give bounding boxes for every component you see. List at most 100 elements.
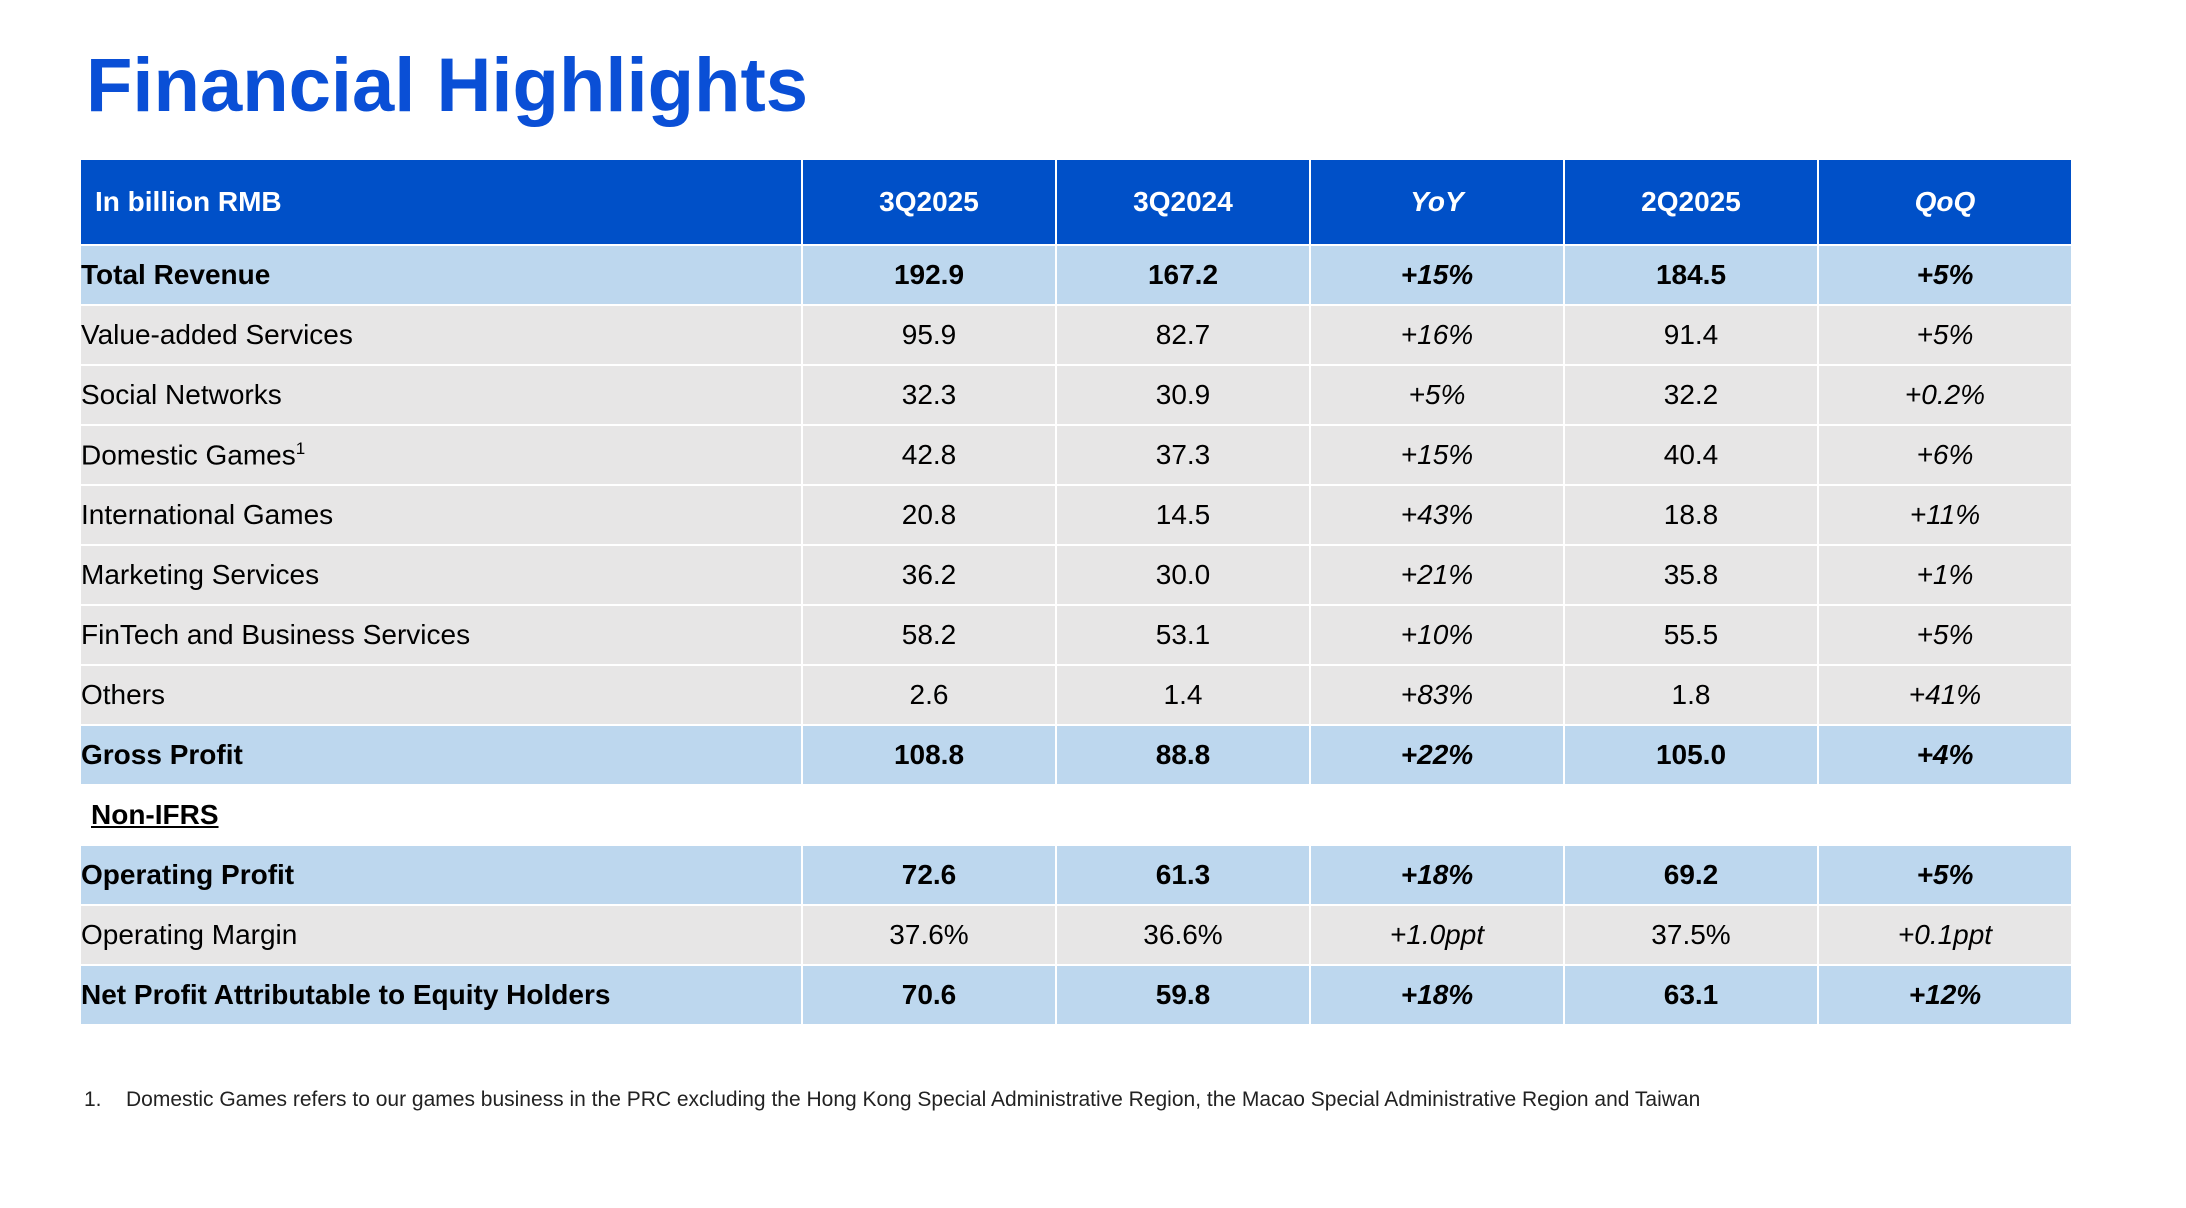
cell: +0.1ppt	[1817, 904, 2073, 966]
row-label: Net Profit Attributable to Equity Holder…	[79, 964, 803, 1026]
cell: 192.9	[801, 244, 1057, 306]
cell: +83%	[1309, 664, 1565, 726]
cell: +1%	[1817, 544, 2073, 606]
cell: 32.2	[1563, 364, 1819, 426]
footnote: 1. Domestic Games refers to our games bus…	[84, 1088, 1700, 1112]
cell: 40.4	[1563, 424, 1819, 486]
cell: 36.2	[801, 544, 1057, 606]
cell: 59.8	[1055, 964, 1311, 1026]
header-cell: In billion RMB	[79, 158, 803, 246]
cell: 32.3	[801, 364, 1057, 426]
row-label: Social Networks	[79, 364, 803, 426]
cell: 82.7	[1055, 304, 1311, 366]
cell: +5%	[1817, 604, 2073, 666]
row-label: Value-added Services	[79, 304, 803, 366]
cell: 14.5	[1055, 484, 1311, 546]
table-row: Gross Profit 108.8 88.8 +22% 105.0 +4%	[79, 724, 2073, 786]
cell: +6%	[1817, 424, 2073, 486]
cell: 63.1	[1563, 964, 1819, 1026]
row-label: Operating Margin	[79, 904, 803, 966]
cell: +10%	[1309, 604, 1565, 666]
cell: 35.8	[1563, 544, 1819, 606]
row-label: Total Revenue	[79, 244, 803, 306]
cell: 61.3	[1055, 844, 1311, 906]
cell: 69.2	[1563, 844, 1819, 906]
cell: 105.0	[1563, 724, 1819, 786]
cell: +4%	[1817, 724, 2073, 786]
title: Financial Highlights	[86, 43, 809, 128]
cell: 37.3	[1055, 424, 1311, 486]
cell: +22%	[1309, 724, 1565, 786]
cell: +16%	[1309, 304, 1565, 366]
header-cell: 2Q2025	[1563, 158, 1819, 246]
row-label: Domestic Games1	[79, 424, 803, 486]
cell: +12%	[1817, 964, 2073, 1026]
cell: 88.8	[1055, 724, 1311, 786]
cell: +18%	[1309, 964, 1565, 1026]
cell: 95.9	[801, 304, 1057, 366]
table-row: Operating Margin 37.6% 36.6% +1.0ppt 37.5% +0…	[79, 904, 2073, 966]
header-cell: YoY	[1309, 158, 1565, 246]
cell: +1.0ppt	[1309, 904, 1565, 966]
table-row: FinTech and Business Services 58.2 53.1 +10…	[79, 604, 2073, 666]
cell: +5%	[1817, 844, 2073, 906]
cell: 58.2	[801, 604, 1057, 666]
cell: +15%	[1309, 244, 1565, 306]
table-row: Total Revenue 192.9 167.2 +15% 184.5 +5%	[79, 244, 2073, 306]
row-label: International Games	[79, 484, 803, 546]
cell: 30.0	[1055, 544, 1311, 606]
cell: 36.6%	[1055, 904, 1311, 966]
cell: 18.8	[1563, 484, 1819, 546]
footnote-text: Domestic Games refers to our games busin…	[126, 1088, 1701, 1111]
header-row: In billion RMB 3Q2025 3Q2024 YoY 2Q2025 QoQ	[79, 158, 2073, 246]
section-label: Non-IFRS	[79, 784, 2073, 846]
header-cell: QoQ	[1817, 158, 2073, 246]
row-label: FinTech and Business Services	[79, 604, 803, 666]
cell: 55.5	[1563, 604, 1819, 666]
cell: 70.6	[801, 964, 1057, 1026]
cell: 1.4	[1055, 664, 1311, 726]
row-label: Marketing Services	[79, 544, 803, 606]
cell: 1.8	[1563, 664, 1819, 726]
cell: 42.8	[801, 424, 1057, 486]
footnote-number: 1.	[84, 1088, 102, 1111]
cell: +5%	[1817, 304, 2073, 366]
cell: +41%	[1817, 664, 2073, 726]
cell: 2.6	[801, 664, 1057, 726]
cell: 72.6	[801, 844, 1057, 906]
section-row: Non-IFRS	[79, 784, 2073, 846]
cell: +5%	[1309, 364, 1565, 426]
cell: +5%	[1817, 244, 2073, 306]
table-row: International Games 20.8 14.5 +43% 18.8 +11%	[79, 484, 2073, 546]
table-row: Marketing Services 36.2 30.0 +21% 35.8 +1%	[79, 544, 2073, 606]
table-row: Operating Profit 72.6 61.3 +18% 69.2 +5%	[79, 844, 2073, 906]
cell: 91.4	[1563, 304, 1819, 366]
cell: +0.2%	[1817, 364, 2073, 426]
row-label: Others	[79, 664, 803, 726]
cell: 30.9	[1055, 364, 1311, 426]
cell: +18%	[1309, 844, 1565, 906]
table-row: Others 2.6 1.4 +83% 1.8 +41%	[79, 664, 2073, 726]
financial-table: In billion RMB 3Q2025 3Q2024 YoY 2Q2025 QoQ T…	[79, 158, 2073, 1026]
cell: 37.5%	[1563, 904, 1819, 966]
table-row: Net Profit Attributable to Equity Holder…	[79, 964, 2073, 1026]
cell: +43%	[1309, 484, 1565, 546]
cell: 184.5	[1563, 244, 1819, 306]
cell: +11%	[1817, 484, 2073, 546]
cell: 20.8	[801, 484, 1057, 546]
row-label: Gross Profit	[79, 724, 803, 786]
cell: +21%	[1309, 544, 1565, 606]
header-cell: 3Q2025	[801, 158, 1057, 246]
footnote-marker: 1	[295, 438, 306, 458]
table-row: Domestic Games1 42.8 37.3 +15% 40.4 +6%	[79, 424, 2073, 486]
cell: 167.2	[1055, 244, 1311, 306]
header-cell: 3Q2024	[1055, 158, 1311, 246]
cell: 108.8	[801, 724, 1057, 786]
table-row: Value-added Services 95.9 82.7 +16% 91.4 +5%	[79, 304, 2073, 366]
row-label: Operating Profit	[79, 844, 803, 906]
cell: +15%	[1309, 424, 1565, 486]
cell: 53.1	[1055, 604, 1311, 666]
cell: 37.6%	[801, 904, 1057, 966]
